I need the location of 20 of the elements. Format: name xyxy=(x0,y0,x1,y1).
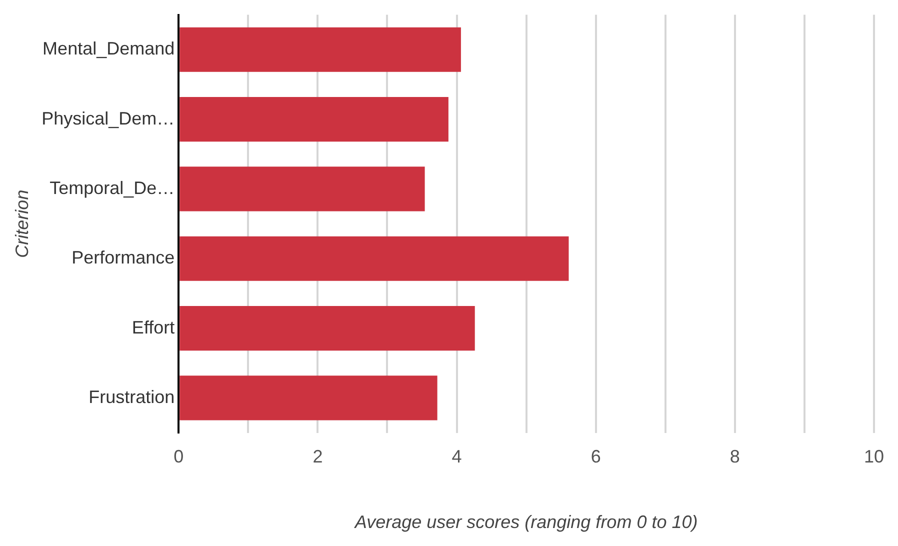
y-tick-label: Physical_Dem… xyxy=(42,108,175,128)
x-tick-label: 4 xyxy=(452,446,462,467)
bar xyxy=(180,27,461,72)
y-tick-label: Frustration xyxy=(88,386,175,407)
x-tick-label: 8 xyxy=(730,446,740,467)
x-tick-label: 0 xyxy=(174,446,184,467)
x-tick-label: 10 xyxy=(864,446,884,467)
y-tick-label: Temporal_De… xyxy=(50,178,175,198)
bar xyxy=(180,166,425,212)
x-tick-label: 2 xyxy=(312,446,323,467)
bar xyxy=(180,306,475,351)
y-tick-label: Performance xyxy=(72,248,175,268)
x-axis-title: Average user scores (ranging from 0 to 10) xyxy=(354,512,698,532)
y-tick-label: Effort xyxy=(132,317,175,338)
bar xyxy=(180,376,438,420)
y-tick-label: Mental_Demand xyxy=(42,38,175,59)
y-axis-title: Criterion xyxy=(12,190,32,258)
bar xyxy=(180,97,448,142)
x-tick-label: 6 xyxy=(590,446,601,467)
bar xyxy=(180,236,569,281)
